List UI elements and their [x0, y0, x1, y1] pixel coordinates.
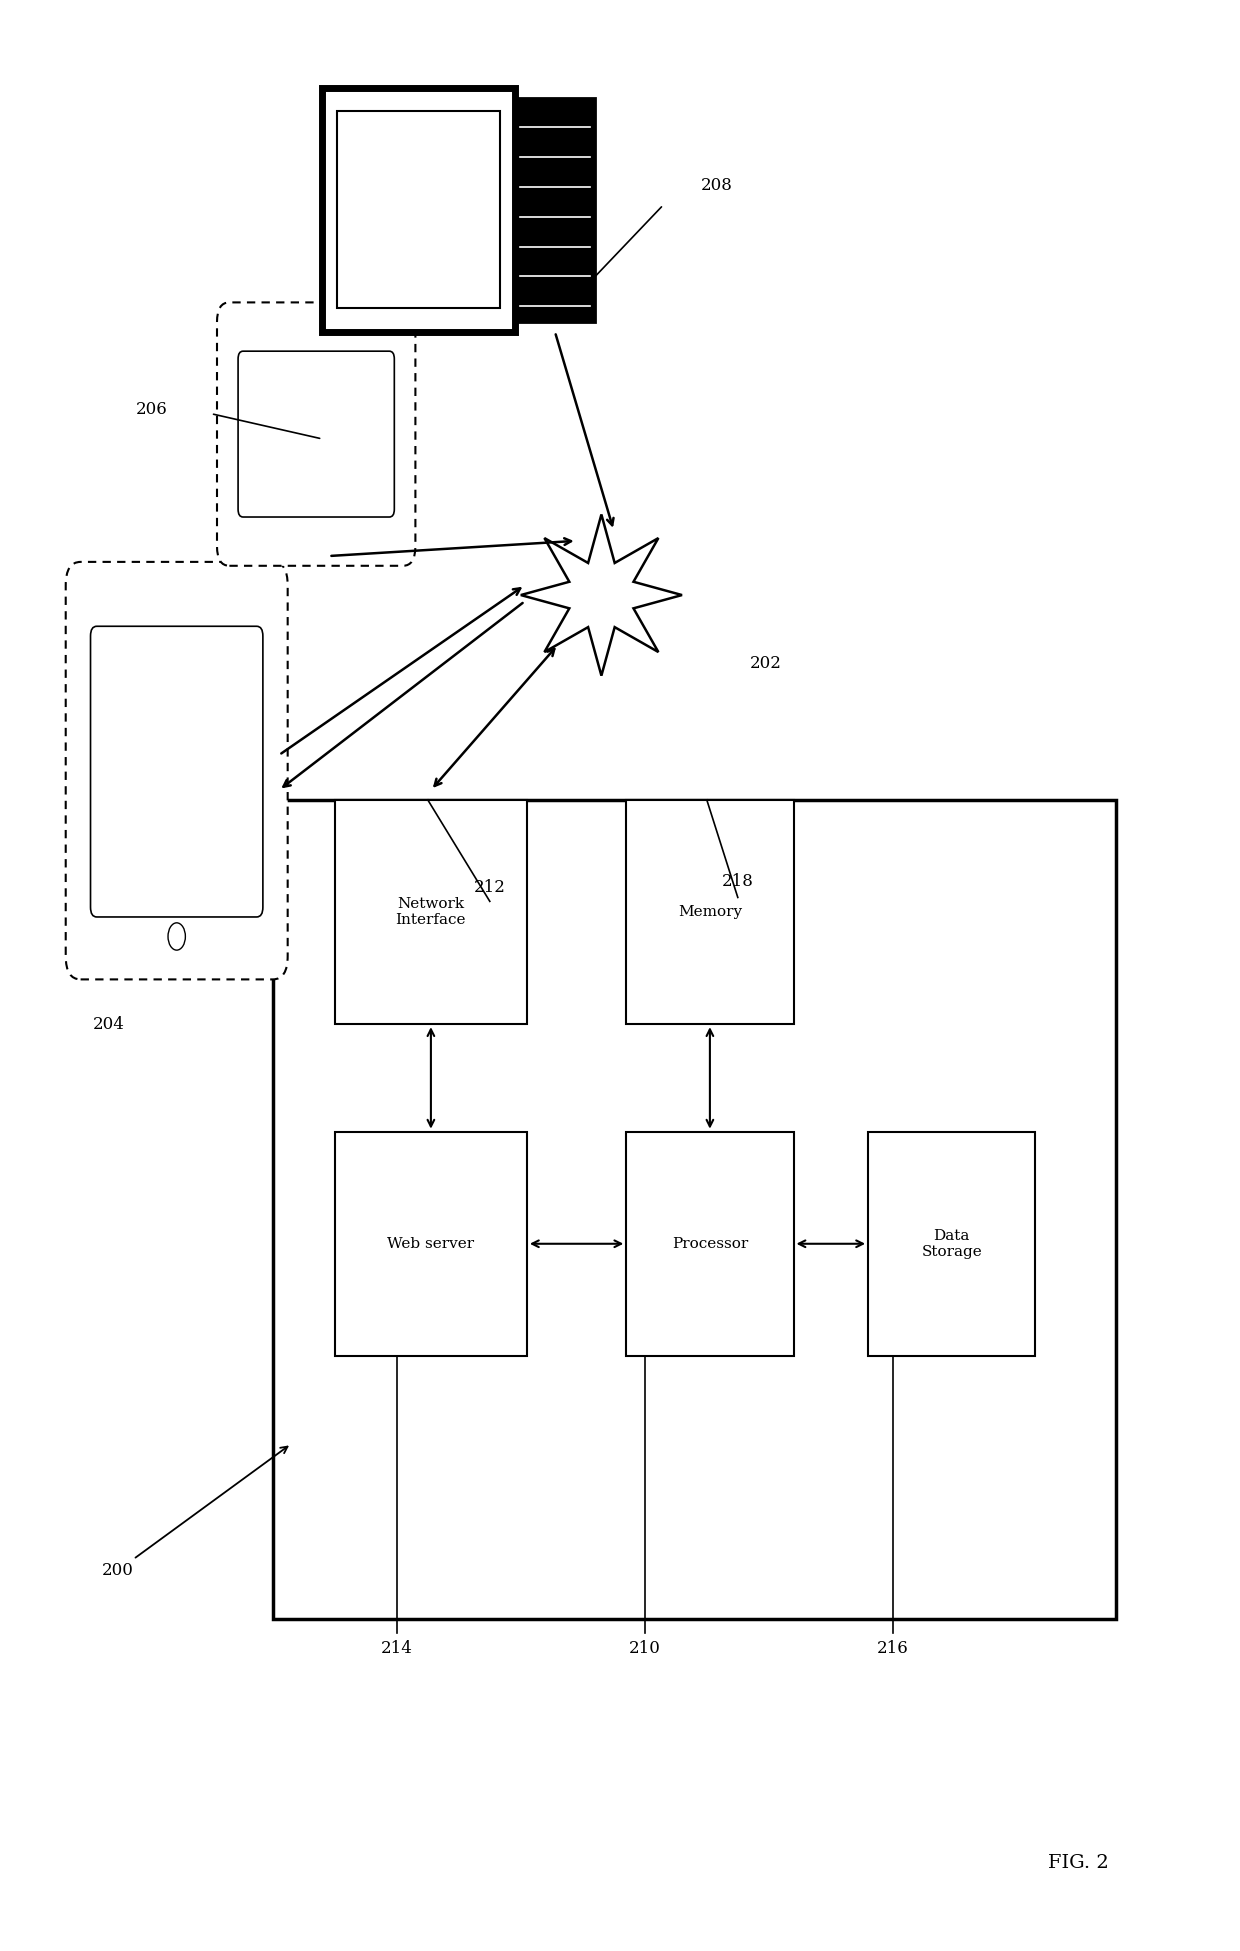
FancyBboxPatch shape: [335, 800, 527, 1024]
Text: Web server: Web server: [387, 1237, 475, 1251]
Text: 202: 202: [750, 656, 782, 671]
Text: FIG. 2: FIG. 2: [1049, 1853, 1109, 1873]
Text: 206: 206: [135, 402, 167, 418]
FancyBboxPatch shape: [66, 562, 288, 979]
Text: 214: 214: [381, 1641, 413, 1656]
Text: 200: 200: [102, 1446, 288, 1578]
FancyBboxPatch shape: [322, 88, 515, 332]
Text: Data
Storage: Data Storage: [921, 1229, 982, 1258]
Text: 208: 208: [701, 178, 733, 193]
FancyBboxPatch shape: [868, 1132, 1035, 1356]
FancyBboxPatch shape: [335, 1132, 527, 1356]
FancyBboxPatch shape: [626, 1132, 794, 1356]
Text: Network
Interface: Network Interface: [396, 897, 466, 927]
Text: 212: 212: [474, 880, 506, 896]
Text: Memory: Memory: [678, 905, 742, 919]
FancyBboxPatch shape: [515, 98, 595, 322]
Text: 210: 210: [629, 1641, 661, 1656]
Text: 218: 218: [722, 874, 754, 890]
FancyBboxPatch shape: [217, 302, 415, 566]
FancyBboxPatch shape: [238, 351, 394, 517]
FancyBboxPatch shape: [626, 800, 794, 1024]
Text: 216: 216: [877, 1641, 909, 1656]
Text: Processor: Processor: [672, 1237, 748, 1251]
FancyBboxPatch shape: [273, 800, 1116, 1619]
FancyBboxPatch shape: [91, 626, 263, 917]
FancyBboxPatch shape: [337, 111, 500, 308]
Polygon shape: [521, 515, 682, 675]
Text: 204: 204: [93, 1016, 125, 1032]
